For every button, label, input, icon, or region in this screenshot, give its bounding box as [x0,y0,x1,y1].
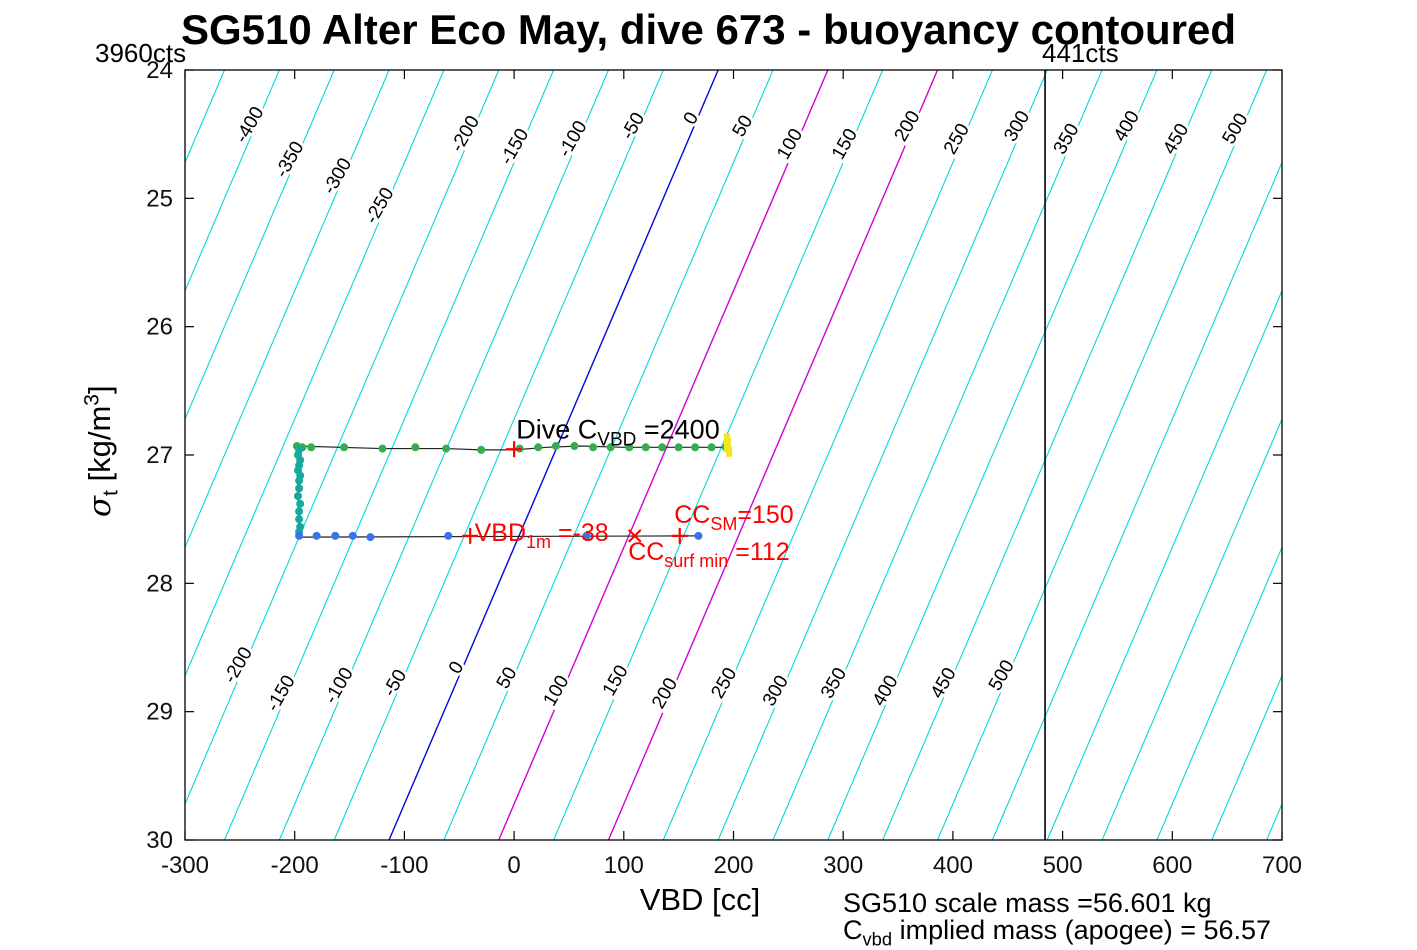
x-tick-label: 200 [713,852,753,879]
counts-left-label: 3960cts [95,38,187,68]
climb-points [295,531,703,542]
sigma-subscript: t [99,490,123,496]
y-tick-label: 25 [146,185,173,212]
annotation-text: VBD1m =-38 [475,519,609,552]
x-axis-label: VBD [cc] [639,882,761,917]
implied-mass-symbol: C [843,915,863,945]
implied-mass-subscript: vbd [862,928,893,950]
chart-annotations: Dive CVBD =2400 VBD1m =-38 CCSM=150 CCsurf … [475,414,794,571]
x-tick-label: -100 [380,852,428,879]
y-tick-label: 24 [146,57,173,84]
y-tick-label: 29 [146,699,173,726]
x-tick-label: 0 [507,852,520,879]
y-units-open: [kg/m [82,405,118,491]
y-tick-label: 30 [146,827,173,854]
counts-right-label: 441cts [1042,38,1119,68]
x-tick-label: 600 [1152,852,1192,879]
annotation-text: CCsurf min =112 [628,538,790,571]
axes: -300 -200 -100 0 100 200 300 400 500 600 700 24 25 26… [146,57,1302,879]
contour-labels: -400-350 -300-250-200 -150 -100 -50 0 50 100 150… [217,100,1256,718]
surface-points [723,433,733,457]
x-tick-label: -200 [271,852,319,879]
y-units-exponent: 3 [80,393,104,406]
y-axis-label: σt [kg/m3] [81,321,124,581]
x-tick-label: 700 [1262,852,1302,879]
implied-mass-value: implied mass (apogee) = 56.57 [892,915,1272,945]
descent-points [292,442,730,454]
red-markers [462,441,688,544]
x-tick-label: 300 [823,852,863,879]
contour-lines [185,70,1282,840]
y-tick-label: 28 [146,570,173,597]
page-title: SG510 Alter Eco May, dive 673 - buoyancy… [180,6,1236,53]
implied-mass-text: Cvbd implied mass (apogee) = 56.57 [843,915,1271,950]
sigma-symbol: σ [82,495,119,518]
y-units-close: ] [82,385,118,394]
annotation-text: Dive CVBD =2400 [516,414,719,450]
annotation-text: CCSM=150 [674,501,793,534]
x-tick-label: 100 [604,852,644,879]
y-tick-label: 26 [146,314,173,341]
y-tick-label: 27 [146,442,173,469]
scale-mass-text: SG510 scale mass =56.601 kg [843,888,1212,918]
apogee-points [293,445,305,536]
x-tick-label: 400 [933,852,973,879]
x-tick-label: 500 [1043,852,1083,879]
x-tick-label: -300 [161,852,209,879]
